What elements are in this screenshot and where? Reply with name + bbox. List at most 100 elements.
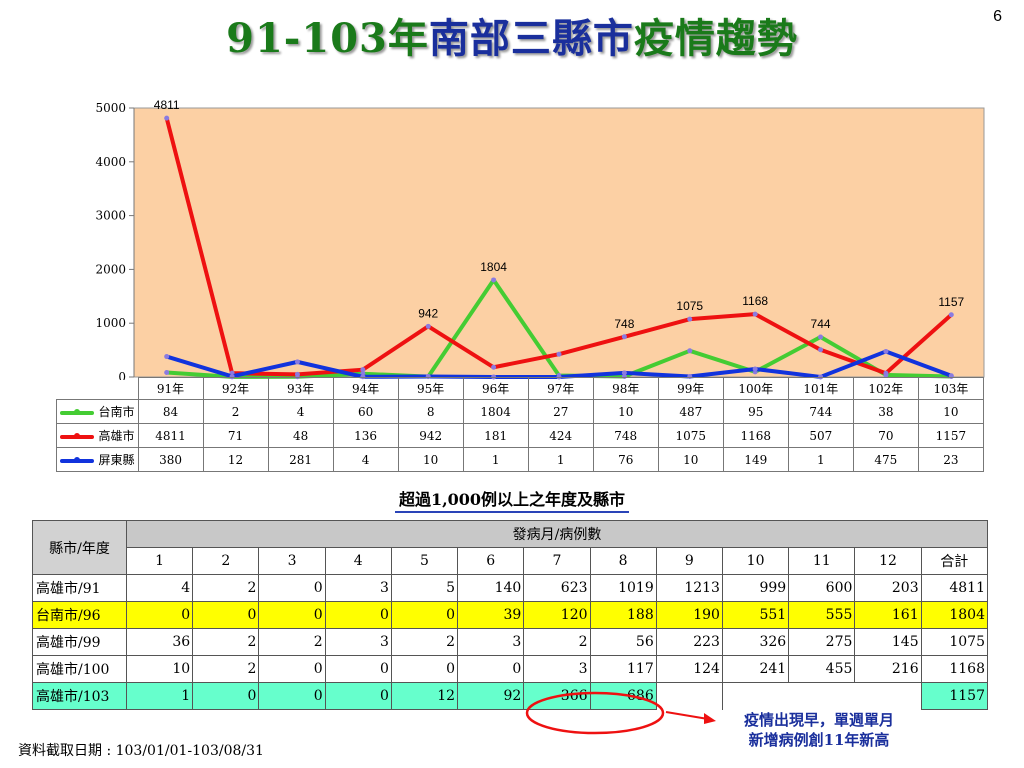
data-point <box>360 367 366 373</box>
table-cell: 23 <box>917 447 985 472</box>
table-cell: 92 <box>457 682 525 710</box>
data-label: 748 <box>614 317 634 331</box>
data-label: 1168 <box>742 294 768 308</box>
table-cell: 10 <box>917 399 985 424</box>
series-row: 台南市 84 2 4 60 8 1804 27 10 487 95 744 38 10 <box>56 399 985 424</box>
legend-entry: 台南市 <box>56 399 139 424</box>
table-cell: 4811 <box>137 423 204 448</box>
table-cell: 10 <box>125 655 194 683</box>
month-header: 9 <box>655 547 723 575</box>
table-corner-label: 縣市/年度 <box>32 520 127 575</box>
data-point <box>491 364 497 370</box>
table-cell: 60 <box>332 399 399 424</box>
table-cell: 10 <box>657 447 724 472</box>
table-cell: 326 <box>721 628 790 656</box>
table-cell <box>788 682 855 710</box>
month-header: 合計 <box>920 547 989 575</box>
table-cell: 0 <box>457 655 525 683</box>
table-cell: 1019 <box>589 574 657 602</box>
table-cell: 71 <box>202 423 269 448</box>
table-cell: 1 <box>125 682 194 710</box>
plot-area <box>133 107 985 378</box>
data-point <box>687 316 693 322</box>
page-title: 91-103年南部三縣市疫情趨勢 <box>226 15 798 62</box>
callout-line-1: 疫情出現早，單週單月 <box>743 711 894 729</box>
y-tick-label: 2000 <box>95 262 126 276</box>
table-cell: 1157 <box>920 682 989 710</box>
row-label: 高雄市/103 <box>32 682 127 710</box>
x-tick-label: 96年 <box>462 377 529 400</box>
group-header: 發病月/病例數 <box>126 520 988 548</box>
table-cell: 56 <box>589 628 657 656</box>
legend-label: 高雄市 <box>98 429 135 443</box>
table-cell: 942 <box>397 423 464 448</box>
table-cell: 0 <box>192 682 260 710</box>
row-label: 高雄市/91 <box>32 574 127 602</box>
table-cell: 140 <box>457 574 525 602</box>
table-cell: 10 <box>592 399 659 424</box>
table-row: 高雄市/91 4 2 0 3 5 140 623 1019 1213 999 600 203 4811 <box>32 574 989 602</box>
table-cell: 0 <box>258 574 326 602</box>
x-tick-label: 94年 <box>332 377 399 400</box>
table-cell: 555 <box>788 601 856 629</box>
table-cell: 1075 <box>920 628 989 656</box>
legend-line-icon <box>60 456 95 463</box>
table-cell: 4 <box>125 574 194 602</box>
table-cell: 1804 <box>462 399 529 424</box>
table-cell: 95 <box>722 399 789 424</box>
table-cell: 161 <box>854 601 922 629</box>
table-cell: 2 <box>523 628 591 656</box>
table-cell: 190 <box>655 601 723 629</box>
table-cell: 0 <box>324 655 392 683</box>
legend-label: 台南市 <box>98 405 135 419</box>
table-cell: 3 <box>457 628 525 656</box>
table-cell: 1157 <box>917 423 985 448</box>
data-point <box>556 351 562 357</box>
table-cell: 999 <box>721 574 790 602</box>
callout-arrow-icon <box>665 711 716 724</box>
month-header: 8 <box>589 547 657 575</box>
page-number: 6 <box>993 8 1002 25</box>
row-label: 高雄市/99 <box>32 628 127 656</box>
data-point <box>883 348 889 354</box>
x-tick-label: 97年 <box>527 377 594 400</box>
table-cell: 1 <box>462 447 529 472</box>
table-row: 台南市/96 0 0 0 0 0 39 120 188 190 551 555 161 1804 <box>32 601 989 629</box>
table-cell: 216 <box>854 655 922 683</box>
data-label: 1804 <box>480 260 507 274</box>
table-cell: 0 <box>258 601 326 629</box>
table-cell: 2 <box>192 628 260 656</box>
data-point <box>687 348 693 354</box>
table-cell: 748 <box>592 423 659 448</box>
data-point <box>752 366 758 372</box>
legend-entry: 屏東縣 <box>56 447 139 472</box>
table-cell: 203 <box>854 574 922 602</box>
series-row: 屏東縣 380 12 281 4 10 1 1 76 10 149 1 475 23 <box>56 447 985 472</box>
table-cell: 188 <box>589 601 657 629</box>
x-tick-label: 100年 <box>722 377 789 400</box>
data-label: 4811 <box>154 98 180 112</box>
legend-label: 屏東縣 <box>98 453 135 467</box>
callout-line-2: 新增病例創11年新高 <box>748 731 890 749</box>
table-cell: 38 <box>852 399 919 424</box>
table-cell: 4811 <box>920 574 989 602</box>
data-point <box>425 323 431 329</box>
table-cell: 623 <box>523 574 591 602</box>
table-cell: 4 <box>267 399 334 424</box>
table-cell: 275 <box>788 628 856 656</box>
x-tick-label: 102年 <box>852 377 919 400</box>
table-cell: 507 <box>787 423 854 448</box>
table-cell: 76 <box>592 447 659 472</box>
table-cell: 0 <box>192 601 260 629</box>
data-label: 1157 <box>938 295 964 309</box>
table-cell: 36 <box>125 628 194 656</box>
y-tick-label: 5000 <box>95 101 126 115</box>
y-tick-label: 0 <box>118 370 126 380</box>
row-label: 高雄市/100 <box>32 655 127 683</box>
table-cell: 136 <box>332 423 399 448</box>
table-cell <box>854 682 922 710</box>
month-header: 10 <box>721 547 790 575</box>
table-cell: 0 <box>258 682 326 710</box>
table-cell: 2 <box>202 399 269 424</box>
table-cell: 1075 <box>657 423 724 448</box>
